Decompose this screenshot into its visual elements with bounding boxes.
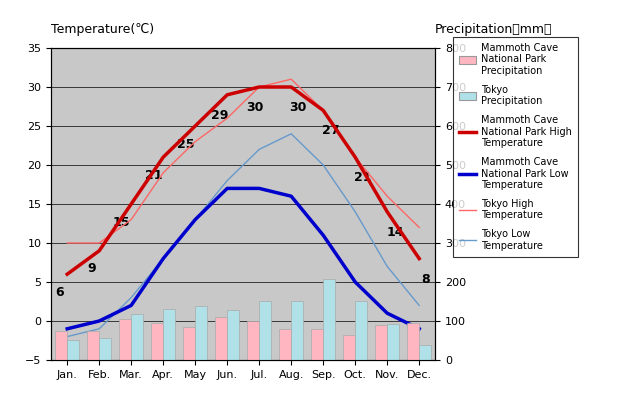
Bar xyxy=(67,340,79,360)
Bar xyxy=(259,301,271,360)
Bar xyxy=(247,321,259,360)
Bar xyxy=(99,338,111,360)
Text: 21: 21 xyxy=(145,169,163,182)
Bar xyxy=(151,323,163,360)
Text: 14: 14 xyxy=(387,226,404,239)
Bar xyxy=(387,324,399,360)
Bar xyxy=(131,314,143,360)
Text: 8: 8 xyxy=(421,273,430,286)
Bar xyxy=(375,325,387,360)
Bar xyxy=(311,329,323,360)
Text: Precipitation（mm）: Precipitation（mm） xyxy=(435,23,553,36)
Bar xyxy=(183,327,195,360)
Text: 30: 30 xyxy=(246,101,263,114)
Bar xyxy=(215,317,227,360)
Text: 15: 15 xyxy=(113,216,131,229)
Bar xyxy=(227,310,239,360)
Bar xyxy=(119,319,131,360)
Bar xyxy=(343,335,355,360)
Bar xyxy=(279,329,291,360)
Text: 21: 21 xyxy=(355,171,372,184)
Text: 27: 27 xyxy=(323,124,340,138)
Text: 9: 9 xyxy=(87,262,95,276)
Text: 29: 29 xyxy=(211,109,228,122)
Bar xyxy=(291,301,303,360)
Text: 25: 25 xyxy=(177,138,195,151)
Bar xyxy=(419,345,431,360)
Bar xyxy=(195,306,207,360)
Text: Temperature(℃): Temperature(℃) xyxy=(51,23,154,36)
Bar xyxy=(87,331,99,360)
Legend: Mammoth Cave
National Park
Precipitation, Tokyo
Precipitation, Mammoth Cave
Nati: Mammoth Cave National Park Precipitation… xyxy=(453,37,578,257)
Bar xyxy=(55,331,67,360)
Bar xyxy=(323,279,335,360)
Text: 30: 30 xyxy=(289,101,307,114)
Text: 6: 6 xyxy=(55,286,63,299)
Bar xyxy=(355,301,367,360)
Bar xyxy=(407,323,419,360)
Bar xyxy=(163,309,175,360)
